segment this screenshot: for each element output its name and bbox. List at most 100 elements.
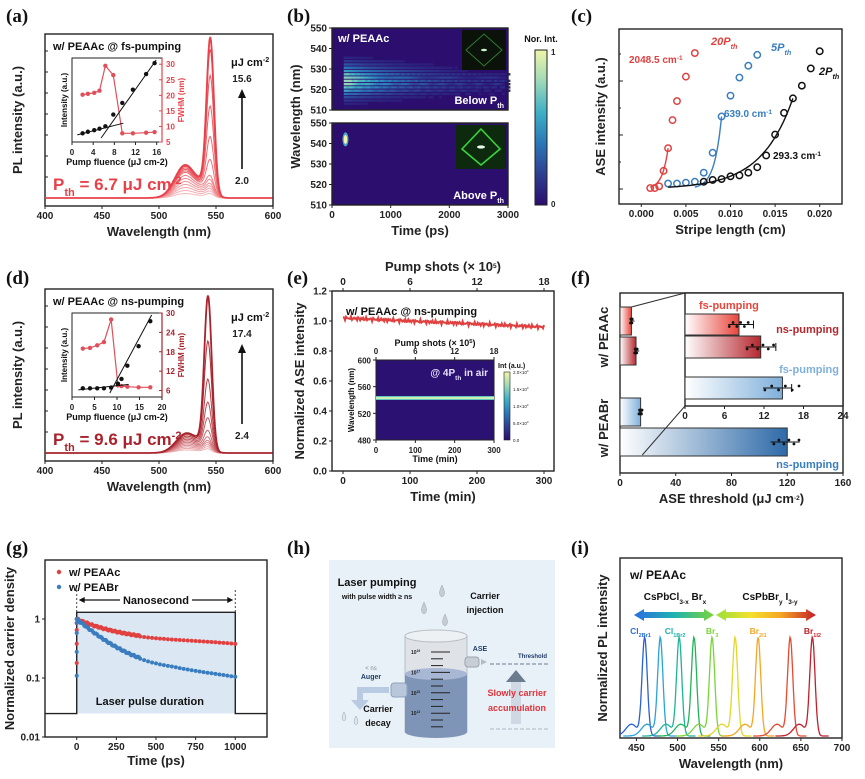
- fluence-unit-label: μJ cm-2: [231, 56, 269, 69]
- panel-d-chart: 400 450 500 550 600 Wavelength (nm) PL intensi…: [10, 288, 282, 494]
- heatmap-cell: [438, 79, 442, 83]
- heatmap-cell: [375, 76, 379, 79]
- gain-label: 639.0 cm-1: [724, 109, 772, 121]
- heatmap-cell: [428, 92, 432, 96]
- panel-label-b: (b): [287, 6, 311, 27]
- x-axis-title: Time (ps): [127, 753, 185, 768]
- heatmap-cell: [444, 76, 448, 79]
- y-axis-tick-label: 1: [34, 615, 40, 626]
- heatmap-cell: [499, 76, 503, 79]
- data-point: [650, 184, 659, 193]
- data-point: [797, 81, 806, 90]
- heatmap-cell: [425, 89, 429, 92]
- heatmap-cell: [420, 89, 424, 92]
- heatmap-cell: [422, 92, 426, 96]
- auger-time-label: < ns: [365, 666, 377, 672]
- heatmap-cell: [478, 86, 482, 89]
- heatmap-cell: [385, 76, 389, 79]
- heatmap-cell: [391, 76, 395, 79]
- intensity-point: [152, 60, 157, 66]
- decay-point: [221, 673, 226, 678]
- heatmap-cell: [481, 82, 485, 86]
- heatmap-cell: [364, 66, 368, 69]
- heatmap-cell: [415, 79, 419, 83]
- heatmap-cell: [372, 86, 376, 89]
- heatmap-cell: [364, 99, 368, 102]
- heatmap-cell: [436, 73, 440, 76]
- heatmap-cell: [372, 79, 376, 83]
- heatmap-cell: [465, 86, 469, 89]
- heatmap-cell: [351, 76, 355, 79]
- heatmap-cell: [425, 86, 429, 89]
- data-dot: [772, 442, 776, 446]
- pl-spectrum-line: [623, 634, 677, 737]
- heatmap-cell: [375, 79, 379, 83]
- heatmap-cell: [415, 86, 419, 89]
- series-label: 5Pth: [771, 42, 792, 57]
- fwhm-point: [85, 91, 91, 96]
- data-dot: [777, 438, 781, 442]
- data-dot: [635, 351, 639, 355]
- heatmap-cell: [404, 96, 408, 99]
- heatmap-cell: [441, 82, 445, 86]
- heatmap-cell: [407, 86, 411, 89]
- decay-point: [157, 662, 162, 667]
- heatmap-cell: [444, 86, 448, 89]
- inset-right-tick-label: 12: [166, 367, 175, 376]
- heatmap-cell: [378, 92, 382, 96]
- heatmap-cell: [385, 69, 389, 73]
- x-axis-tick-label: 450: [94, 211, 111, 222]
- heatmap-cell: [420, 96, 424, 99]
- heatmap-cell: [393, 92, 397, 96]
- inset-data-dot: [727, 325, 731, 328]
- x-axis-top-title: Pump shots (× 105): [385, 259, 501, 274]
- heatmap-cell: [425, 92, 429, 96]
- heatmap-cell: [364, 79, 368, 83]
- heatmap-cell: [359, 102, 363, 106]
- heatmap-cell: [483, 79, 487, 83]
- heatmap-cell: [425, 82, 429, 86]
- x-axis-tick-label: 600: [751, 743, 768, 754]
- heatmap-cell: [364, 63, 368, 66]
- data-point: [717, 175, 726, 183]
- decay-point: [169, 664, 174, 669]
- data-point: [771, 130, 780, 139]
- heatmap-cell: [502, 73, 506, 76]
- inset-y-right-title: FWHM (nm): [177, 332, 186, 377]
- heatmap-cell: [349, 82, 353, 86]
- data-point: [744, 168, 753, 177]
- heatmap-cell: [430, 79, 434, 83]
- heatmap-cell: [422, 73, 426, 76]
- heatmap-cell: [467, 79, 471, 83]
- pl-spectrum-line: [657, 634, 711, 737]
- y-axis-title: PL intensity (a.u.): [10, 66, 25, 174]
- data-point: [726, 172, 735, 181]
- heatmap-cell: [375, 66, 379, 69]
- heatmap-cell: [436, 82, 440, 86]
- heatmap-cell: [359, 63, 363, 66]
- heatmap-cell: [436, 89, 440, 92]
- heatmap-cell: [483, 73, 487, 76]
- heatmap-cell: [356, 76, 360, 79]
- heatmap-cell: [470, 86, 474, 89]
- heatmap-cell: [396, 79, 400, 83]
- heatmap-cell: [391, 99, 395, 102]
- heatmap-cell: [428, 86, 432, 89]
- heatmap-cell: [391, 92, 395, 96]
- fwhm-point: [92, 90, 97, 96]
- composition-label: Cl2Br1: [630, 626, 651, 639]
- panel-i-chart: 450 500 550 600 650 700 Wavelength (nm) Normali…: [595, 557, 851, 771]
- pl-spectrum-line: [45, 36, 273, 199]
- heatmap-cell: [375, 99, 379, 102]
- data-point: [699, 177, 708, 186]
- heatmap-cell: [470, 76, 474, 79]
- heatmap-cell: [446, 69, 450, 73]
- heatmap-cell: [343, 66, 347, 69]
- heatmap-cell: [417, 92, 421, 96]
- heatmap-cell: [383, 89, 387, 92]
- heatmap-cell: [380, 86, 384, 89]
- inset-right-tick-label: 18: [166, 348, 175, 357]
- heatmap-cell: [499, 79, 503, 83]
- heatmap-cell: [378, 89, 382, 92]
- heatmap-cell: [415, 96, 419, 99]
